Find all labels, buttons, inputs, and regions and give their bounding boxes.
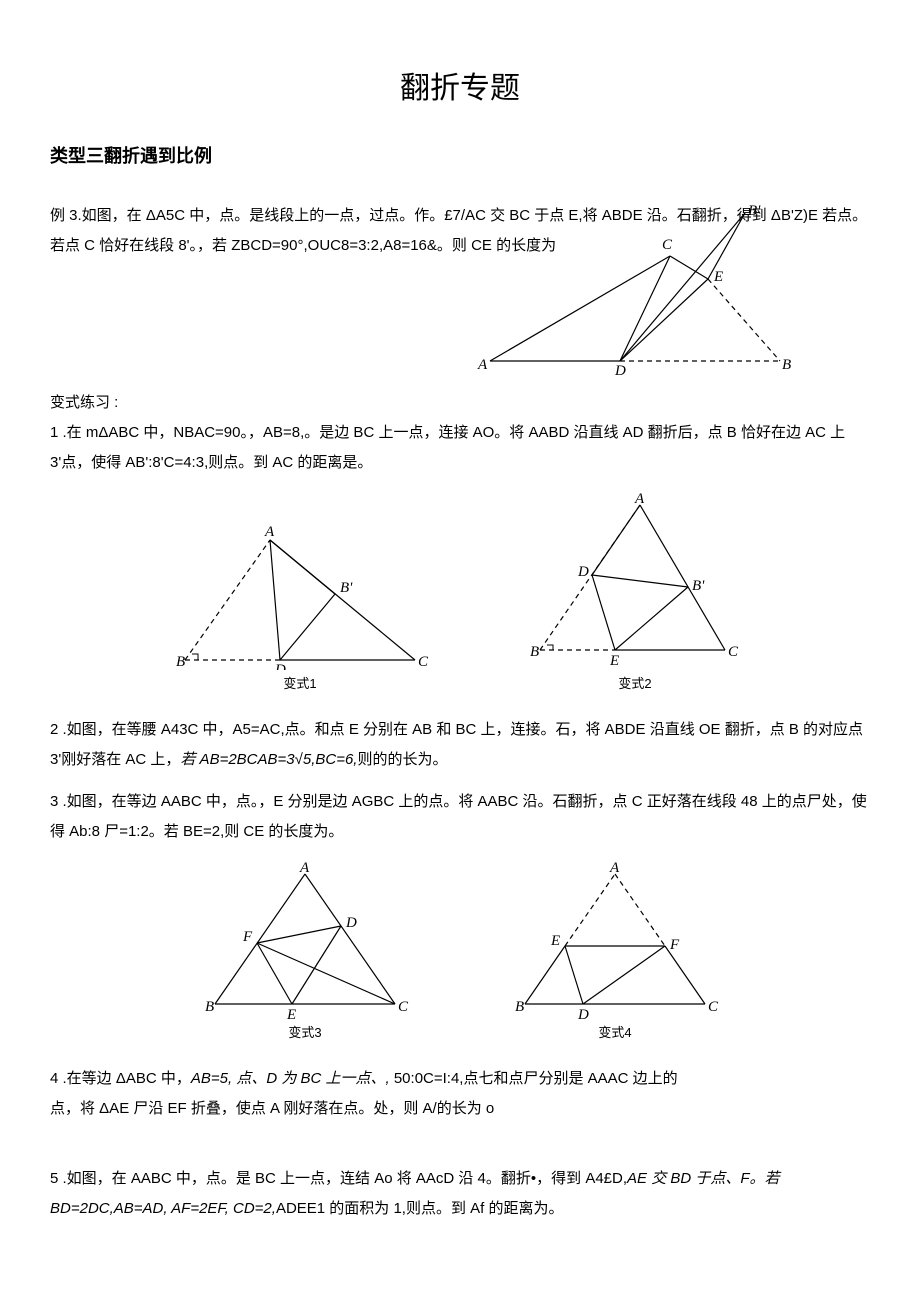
example-3: 例 3.如图，在 ΔA5C 中，点。是线段上的一点，过点。作。£7/AC 交 B… <box>50 201 870 376</box>
svg-text:C: C <box>708 999 719 1015</box>
svg-text:D: D <box>577 1007 589 1019</box>
problem-3-text: 3 .如图，在等边 AABC 中，点。，E 分别是边 AGBC 上的点。将 AA… <box>50 787 870 847</box>
figure-example: A D B C E B' <box>470 201 800 376</box>
caption-variant-2: 变式2 <box>618 672 651 697</box>
problem-5-part-b: ADEE1 的面积为 1,则点。到 Af 的距离为。 <box>276 1200 564 1217</box>
figure-variant-3: A B C F D E 变式3 <box>195 859 415 1046</box>
svg-text:A: A <box>477 357 488 373</box>
problem-2: 2 .如图，在等腰 A43C 中，A5=AC,点。和点 E 分别在 AB 和 B… <box>50 715 870 775</box>
svg-text:B': B' <box>692 578 705 594</box>
figure-row-3-4: A B C F D E 变式3 <box>50 859 870 1046</box>
svg-text:F: F <box>669 937 680 953</box>
svg-text:E: E <box>713 269 723 285</box>
svg-text:C: C <box>398 999 409 1015</box>
problem-4-line-2: 点，将 ΔAE 尸沿 EF 折叠，使点 A 刚好落在点。处，则 A/的长为 o <box>50 1094 870 1124</box>
svg-text:D: D <box>577 564 589 580</box>
problem-2-part-a: 2 .如图，在等腰 A43C 中，A5=AC,点。和点 E 分别在 AB 和 B… <box>50 721 863 768</box>
problem-4-italic-1: AB=5, 点、D 为 BC 上一点、, <box>191 1070 390 1087</box>
svg-text:C: C <box>662 237 673 253</box>
figure-variant-4: A B C E F D 变式4 <box>505 859 725 1046</box>
diagram-example: A D B C E B' <box>470 201 800 376</box>
problem-2-part-b: 则的的长为。 <box>357 751 447 768</box>
svg-text:B: B <box>176 654 185 670</box>
svg-text:E: E <box>286 1007 296 1019</box>
svg-text:B: B <box>205 999 214 1015</box>
svg-text:A: A <box>299 860 310 876</box>
problem-5-part-a: 5 .如图，在 AABC 中，点。是 BC 上一点，连结 Ao 将 AAcD 沿… <box>50 1170 627 1187</box>
svg-text:A: A <box>264 524 275 540</box>
problem-4-text: 4 .在等边 ΔABC 中，AB=5, 点、D 为 BC 上一点、, 50:0C… <box>50 1064 870 1094</box>
diagram-variant-1: B A C D B' <box>170 520 430 670</box>
section-heading: 类型三翻折遇到比例 <box>50 139 870 173</box>
svg-text:E: E <box>609 653 619 669</box>
svg-text:C: C <box>728 644 739 660</box>
figure-variant-2: A B C D E B' 变式2 <box>520 490 750 697</box>
diagram-variant-2: A B C D E B' <box>520 490 750 670</box>
problem-1-text: 1 .在 mΔABC 中，NBAC=90。，AB=8,。是边 BC 上一点，连接… <box>50 418 870 478</box>
svg-text:B': B' <box>340 580 353 596</box>
svg-text:C: C <box>418 654 429 670</box>
diagram-variant-4: A B C E F D <box>505 859 725 1019</box>
figure-variant-1: B A C D B' 变式1 <box>170 520 430 697</box>
svg-text:B: B <box>782 357 791 373</box>
svg-text:B: B <box>530 644 539 660</box>
problem-5-text: 5 .如图，在 AABC 中，点。是 BC 上一点，连结 Ao 将 AAcD 沿… <box>50 1164 870 1224</box>
problem-1: 1 .在 mΔABC 中，NBAC=90。，AB=8,。是边 BC 上一点，连接… <box>50 418 870 478</box>
svg-text:E: E <box>550 933 560 949</box>
problem-4-part-a: 4 .在等边 ΔABC 中， <box>50 1070 191 1087</box>
svg-text:A: A <box>634 491 645 507</box>
svg-text:D: D <box>614 363 626 376</box>
problem-4: 4 .在等边 ΔABC 中，AB=5, 点、D 为 BC 上一点、, 50:0C… <box>50 1064 870 1124</box>
problem-3: 3 .如图，在等边 AABC 中，点。，E 分别是边 AGBC 上的点。将 AA… <box>50 787 870 847</box>
figure-row-1-2: B A C D B' 变式1 <box>50 490 870 697</box>
caption-variant-4: 变式4 <box>598 1021 631 1046</box>
svg-text:D: D <box>345 915 357 931</box>
problem-4-part-b: 50:0C=I:4,点七和点尸分别是 AAAC 边上的 <box>390 1070 678 1087</box>
diagram-variant-3: A B C F D E <box>195 859 415 1019</box>
svg-text:B: B <box>515 999 524 1015</box>
svg-text:D: D <box>274 662 286 670</box>
problem-5: 5 .如图，在 AABC 中，点。是 BC 上一点，连结 Ao 将 AAcD 沿… <box>50 1164 870 1224</box>
caption-variant-3: 变式3 <box>288 1021 321 1046</box>
problem-2-text: 2 .如图，在等腰 A43C 中，A5=AC,点。和点 E 分别在 AB 和 B… <box>50 715 870 775</box>
caption-variant-1: 变式1 <box>283 672 316 697</box>
document-title: 翻折专题 <box>50 60 870 117</box>
problem-2-italic: 若 AB=2BCAB=3√5,BC=6, <box>180 751 357 768</box>
svg-text:F: F <box>242 929 253 945</box>
svg-text:A: A <box>609 860 620 876</box>
variant-label: 变式练习 : <box>50 388 870 418</box>
svg-text:B': B' <box>748 203 761 219</box>
